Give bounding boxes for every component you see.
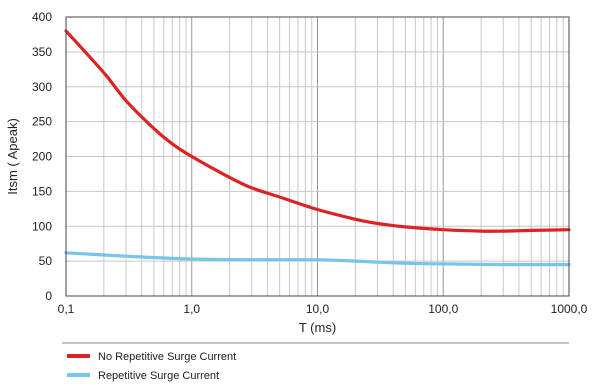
- y-tick-label: 200: [32, 150, 52, 164]
- x-tick-label: 10,0: [306, 302, 330, 316]
- y-tick-label: 50: [39, 254, 53, 268]
- legend-label-2: Repetitive Surge Current: [98, 370, 219, 382]
- y-tick-label: 300: [32, 80, 52, 94]
- legend: No Repetitive Surge Current Repetitive Su…: [67, 351, 236, 382]
- y-tick-label: 150: [32, 184, 52, 198]
- x-tick-labels: 0,1 1,0 10,0 100,0 1000,0: [58, 302, 588, 316]
- y-tick-label: 250: [32, 115, 52, 129]
- series-layer: [64, 29, 571, 267]
- y-tick-label: 100: [32, 219, 52, 233]
- x-tick-label: 1000,0: [551, 302, 588, 316]
- plot-frame: [65, 16, 570, 297]
- series-line-1: [64, 29, 571, 233]
- x-tick-label: 100,0: [428, 302, 458, 316]
- y-tick-label: 350: [32, 45, 52, 59]
- x-tick-label: 0,1: [58, 302, 75, 316]
- y-tick-label: 400: [32, 10, 52, 24]
- x-tick-label: 1,0: [183, 302, 200, 316]
- chart-grid: [65, 16, 569, 297]
- legend-label-1: No Repetitive Surge Current: [98, 351, 236, 363]
- y-tick-labels: 0 50 100 150 200 250 300 350 400: [32, 10, 52, 303]
- series-line-2: [64, 251, 571, 267]
- x-axis-label: T (ms): [299, 320, 336, 335]
- y-axis-label: Itsm ( Apeak): [5, 118, 20, 195]
- y-tick-label: 0: [45, 289, 52, 303]
